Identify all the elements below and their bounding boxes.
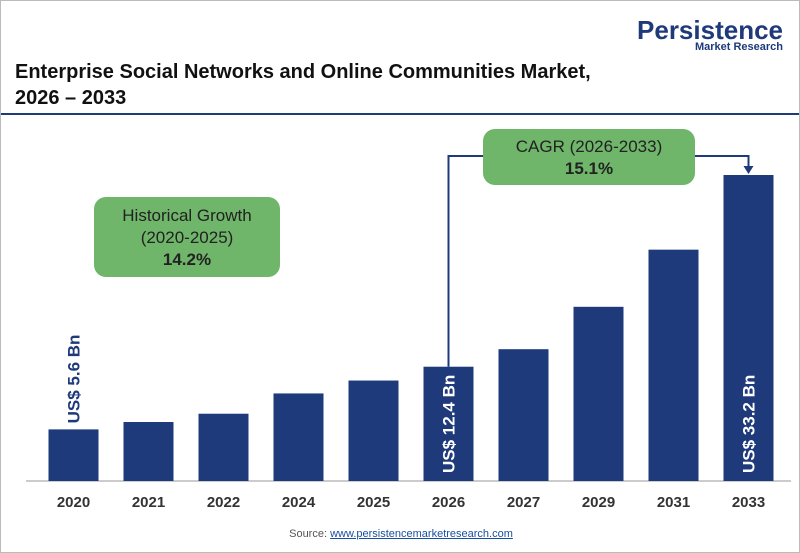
x-tick-label: 2020	[57, 494, 90, 511]
value-label: US$ 33.2 Bn	[740, 375, 759, 473]
logo-tagline: Market Research	[694, 41, 783, 53]
bar	[498, 349, 549, 481]
logo-name: Persistence	[637, 15, 783, 45]
x-tick-label: 2029	[582, 494, 615, 511]
source: Source: www.persistencemarketresearch.co…	[1, 528, 799, 540]
bar	[573, 306, 624, 481]
x-tick-label: 2022	[207, 494, 240, 511]
bar	[123, 422, 174, 481]
title-rule	[1, 113, 799, 115]
bar	[723, 175, 774, 481]
callout-value: 14.2%	[163, 250, 211, 269]
callout-text: CAGR (2026-2033)	[516, 137, 662, 156]
bar	[198, 413, 249, 481]
bar	[273, 393, 324, 481]
x-tick-label: 2024	[282, 494, 316, 511]
chart-title: Enterprise Social Networks and Online Co…	[15, 61, 591, 109]
callout-text: Historical Growth	[122, 206, 251, 225]
x-tick-label: 2027	[507, 494, 540, 511]
x-tick-label: 2025	[357, 494, 390, 511]
x-tick-label: 2021	[132, 494, 165, 511]
callout-box	[483, 129, 695, 185]
callout-text: (2020-2025)	[141, 228, 234, 247]
value-label: US$ 5.6 Bn	[65, 335, 84, 424]
callout-box	[94, 197, 280, 277]
bar	[648, 249, 699, 481]
bar	[423, 366, 474, 481]
value-label: US$ 12.4 Bn	[440, 375, 459, 473]
x-tick-label: 2026	[432, 494, 465, 511]
x-tick-label: 2033	[732, 494, 765, 511]
callout-value: 15.1%	[565, 159, 613, 178]
source-link[interactable]: www.persistencemarketresearch.com	[330, 528, 513, 540]
source-label: Source:	[289, 528, 328, 540]
bar	[348, 380, 399, 481]
arrow-head	[743, 166, 754, 174]
x-tick-label: 2031	[657, 494, 690, 511]
bar	[48, 429, 99, 481]
